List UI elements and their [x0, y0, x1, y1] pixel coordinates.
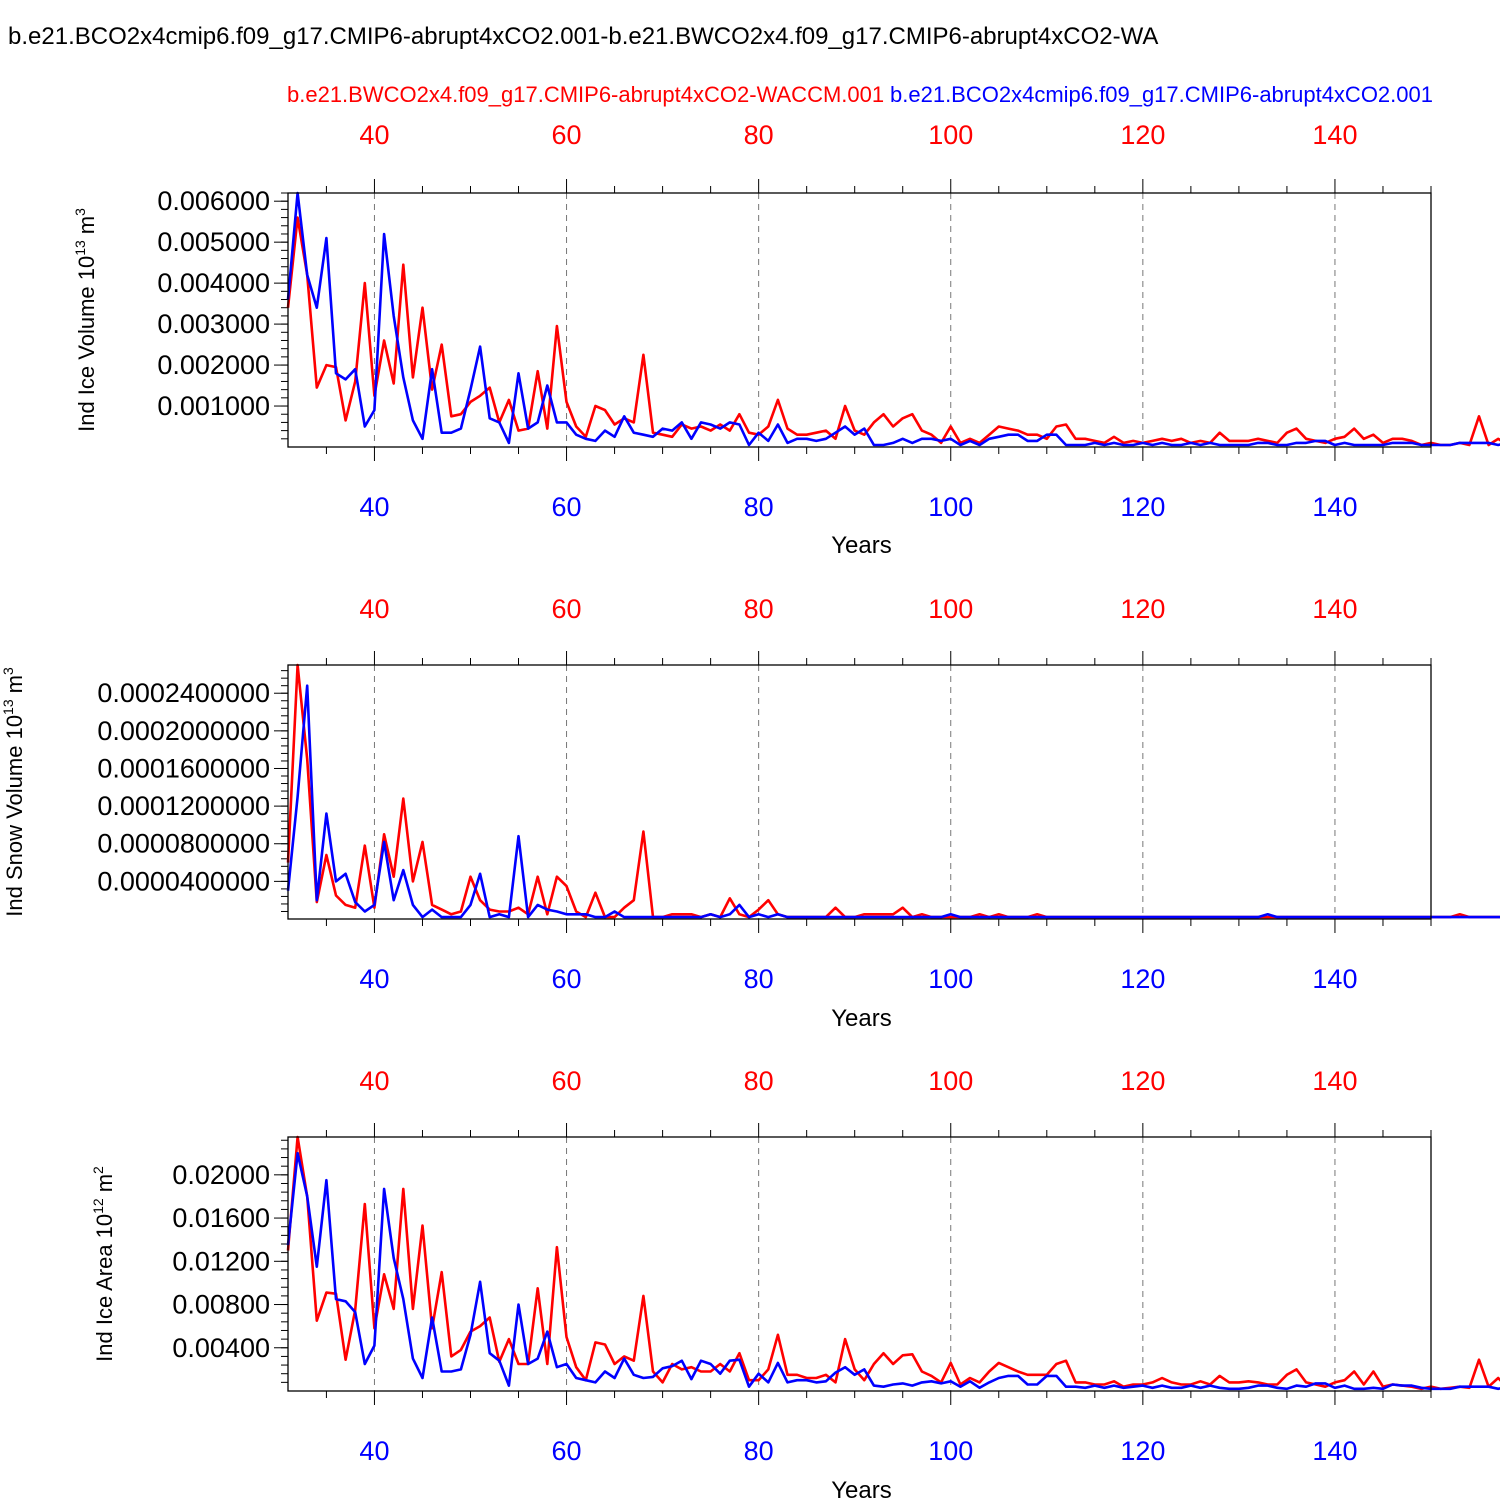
series-line-red: [286, 1135, 1500, 1391]
series-line-red: [286, 216, 1500, 447]
series-line-red: [286, 663, 1500, 919]
x-tick-label-bottom: 40: [359, 492, 389, 522]
x-tick-label-bottom: 60: [552, 1436, 582, 1466]
x-tick-label-bottom: 80: [744, 1436, 774, 1466]
x-tick-label-bottom: 80: [744, 964, 774, 994]
y-tick-label: 0.02000: [172, 1160, 270, 1190]
panel-2: 0.0000400000 0.0000800000 0.0001200000 0.00…: [0, 594, 1500, 1032]
x-tick-label-bottom: 120: [1120, 1436, 1165, 1466]
x-tick-label-bottom: 40: [359, 964, 389, 994]
y-tick-label: 0.003000: [157, 309, 270, 339]
y-tick-label: 0.0000400000: [97, 866, 270, 896]
x-tick-label-bottom: 120: [1120, 492, 1165, 522]
panel-3: 0.00400 0.00800 0.01200 0.01600 0.02000 40 40 6…: [90, 1066, 1500, 1500]
x-tick-label-bottom: 60: [552, 964, 582, 994]
x-tick-label-top: 100: [928, 594, 973, 624]
y-axis-label: Ind Ice Area 1012m2: [90, 1166, 117, 1362]
x-tick-label-top: 40: [359, 120, 389, 150]
x-tick-label-top: 140: [1312, 1066, 1357, 1096]
x-tick-label-top: 140: [1312, 120, 1357, 150]
y-tick-label: 0.01200: [172, 1246, 270, 1276]
y-tick-label: 0.0002000000: [97, 716, 270, 746]
x-tick-label-top: 120: [1120, 120, 1165, 150]
x-tick-label-bottom: 140: [1312, 964, 1357, 994]
legend-red-run: b.e21.BWCO2x4.f09_g17.CMIP6-abrupt4xCO2-…: [287, 82, 884, 107]
x-tick-label-top: 120: [1120, 1066, 1165, 1096]
y-axis-label: Ind Snow Volume 1013m3: [0, 667, 27, 917]
y-tick-label: 0.0002400000: [97, 678, 270, 708]
x-tick-label-top: 60: [552, 594, 582, 624]
x-tick-label-bottom: 100: [928, 964, 973, 994]
y-tick-label: 0.00800: [172, 1290, 270, 1320]
x-tick-label-bottom: 80: [744, 492, 774, 522]
x-tick-label-bottom: 140: [1312, 1436, 1357, 1466]
series-line-blue: [286, 1151, 1500, 1391]
y-tick-label: 0.001000: [157, 391, 270, 421]
x-tick-label-top: 140: [1312, 594, 1357, 624]
legend-blue-run: b.e21.BCO2x4cmip6.f09_g17.CMIP6-abrupt4x…: [890, 82, 1433, 107]
plot-frame: [287, 192, 1432, 448]
x-tick-label-top: 60: [552, 1066, 582, 1096]
y-axis-label: Ind Ice Volume 1013m3: [72, 208, 99, 432]
x-tick-label-bottom: 100: [928, 1436, 973, 1466]
plot-frame: [287, 664, 1432, 920]
series-line-blue: [286, 191, 1500, 447]
y-tick-label: 0.0001600000: [97, 753, 270, 783]
x-axis-label: Years: [831, 1005, 892, 1032]
panel-1: 0.001000 0.002000 0.003000 0.004000 0.005000…: [72, 120, 1500, 559]
figure-title: n b.e21.BCO2x4cmip6.f09_g17.CMIP6-abrupt…: [0, 23, 1158, 50]
x-axis-label: Years: [831, 532, 892, 559]
x-tick-label-top: 80: [744, 120, 774, 150]
y-tick-label: 0.00400: [172, 1333, 270, 1363]
x-tick-label-top: 40: [359, 1066, 389, 1096]
x-tick-label-bottom: 60: [552, 492, 582, 522]
y-tick-label: 0.004000: [157, 268, 270, 298]
y-tick-label: 0.006000: [157, 186, 270, 216]
y-tick-label: 0.01600: [172, 1203, 270, 1233]
x-tick-label-top: 120: [1120, 594, 1165, 624]
x-tick-label-bottom: 100: [928, 492, 973, 522]
plot-frame: [287, 1136, 1432, 1392]
x-tick-label-top: 80: [744, 1066, 774, 1096]
x-tick-label-top: 60: [552, 120, 582, 150]
y-tick-label: 0.0001200000: [97, 791, 270, 821]
x-tick-label-bottom: 40: [359, 1436, 389, 1466]
x-tick-label-bottom: 120: [1120, 964, 1165, 994]
x-tick-label-top: 100: [928, 1066, 973, 1096]
x-tick-label-top: 100: [928, 120, 973, 150]
x-tick-label-top: 80: [744, 594, 774, 624]
x-tick-label-top: 40: [359, 594, 389, 624]
x-tick-label-bottom: 140: [1312, 492, 1357, 522]
series-line-blue: [286, 684, 1500, 919]
y-tick-label: 0.005000: [157, 227, 270, 257]
y-tick-label: 0.0000800000: [97, 829, 270, 859]
y-tick-label: 0.002000: [157, 350, 270, 380]
x-axis-label: Years: [831, 1477, 892, 1500]
